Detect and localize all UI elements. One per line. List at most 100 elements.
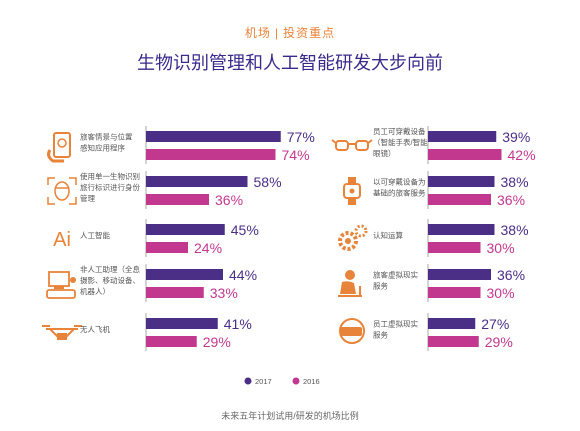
bar-2017 [428, 318, 476, 329]
value-label-2016: 36% [497, 192, 525, 208]
watch-dot [349, 188, 355, 194]
value-label-2016: 42% [508, 147, 536, 163]
smart-glasses-icon [331, 139, 373, 151]
bar-group: Ai 人工智能 45% 24% [53, 219, 259, 257]
phone-hand [47, 149, 64, 163]
section-header: 机场 | 投资重点 [0, 24, 580, 41]
bar-2016 [428, 336, 479, 347]
legend: 2017 2016 [244, 377, 320, 386]
value-label-2017: 45% [231, 222, 259, 238]
value-label-2017: 38% [501, 222, 529, 238]
drone-body [57, 333, 67, 340]
person-body [340, 281, 356, 294]
bar-group: 员工虚拟现实服务 27% 29% [339, 313, 513, 351]
value-label-2016: 30% [487, 285, 515, 301]
category-label: 认知运算 [373, 230, 403, 240]
bar-2017 [146, 176, 248, 187]
bar-group: 员工可穿戴设备（智能手表/智能眼镜） 39% 42% [331, 126, 536, 164]
drone-icon [42, 325, 82, 340]
category-label-line: 员工可穿戴设备 [373, 126, 426, 136]
header-divider: | [274, 26, 280, 40]
value-label-2016: 74% [282, 147, 310, 163]
category-label-line: 管理 [80, 193, 95, 203]
bar-2016 [146, 194, 209, 205]
value-label-2017: 27% [481, 316, 509, 332]
value-label-2017: 36% [497, 267, 525, 283]
value-label-2017: 38% [501, 174, 529, 190]
legend-swatch [244, 377, 252, 385]
value-label-2016: 29% [203, 334, 231, 350]
ai-icon: Ai [53, 229, 71, 251]
category-label-line: 摄影、移动设备、 [80, 275, 140, 285]
category-label-line: 眼镜） [373, 148, 396, 158]
bar-group: 使用单一生物识别旅行标识进行身份管理 58% 36% [47, 171, 282, 209]
bar-2017 [428, 176, 495, 187]
bar-2017 [428, 224, 495, 235]
bar-2016 [146, 242, 188, 253]
person-head [345, 270, 355, 280]
seat [338, 286, 362, 297]
vr-passenger-icon [338, 270, 362, 297]
category-label-line: 以可穿戴设备为 [373, 177, 426, 187]
value-label-2017: 58% [254, 174, 282, 190]
value-label-2017: 39% [502, 129, 530, 145]
legend-label: 2017 [255, 377, 272, 386]
value-label-2016: 30% [487, 240, 515, 256]
chart-title: 生物识别管理和人工智能研发大步向前 [137, 53, 443, 73]
bar-2016 [428, 149, 502, 160]
value-label-2017: 77% [287, 129, 315, 145]
category-label: 非人工助理（全息摄影、移动设备、机器人） [80, 264, 140, 296]
category-label-line: 认知运算 [373, 230, 403, 240]
robot-base [46, 289, 76, 299]
glasses-lens-left [335, 140, 349, 151]
bar-2017 [146, 131, 281, 142]
category-label: 人工智能 [80, 230, 110, 240]
value-label-2017: 44% [229, 267, 257, 283]
glasses-frame [331, 139, 373, 145]
value-label-2016: 29% [485, 334, 513, 350]
category-label-line: 无人飞机 [80, 324, 110, 334]
vr-headset-icon [339, 318, 365, 344]
category-label-line: 非人工助理（全息 [80, 264, 140, 274]
bar-group: 旅客情景与位置感知应用程序 77% 74% [47, 126, 315, 164]
face-scan-icon [47, 177, 77, 205]
bar-group: 无人飞机 41% 29% [42, 313, 252, 351]
bar-2017 [428, 131, 497, 142]
gears-icon [338, 224, 368, 251]
category-label-line: 感知应用程序 [80, 143, 125, 153]
smartwatch-icon [343, 177, 361, 205]
robot-screen [48, 271, 70, 287]
category-label-line: 使用单一生物识别 [80, 171, 140, 181]
robot-neck [54, 286, 64, 289]
gear-large [338, 231, 358, 251]
scan-corners [47, 177, 77, 205]
value-label-2017: 41% [224, 316, 252, 332]
header-right: 投资重点 [283, 26, 336, 40]
bar-group: 认知运算 38% 30% [338, 219, 529, 257]
bar-2016 [146, 287, 204, 298]
ai-glyph: Ai [53, 229, 71, 251]
category-label-line: 员工虚拟现实 [373, 319, 418, 329]
glasses-lens-right [355, 140, 369, 151]
face-outline [54, 181, 70, 201]
drone-arms [46, 328, 78, 338]
value-label-2016: 24% [194, 240, 222, 256]
phone-pin [57, 138, 67, 148]
gear-small [354, 224, 368, 238]
category-label-line: 服务 [373, 330, 388, 340]
phone-body [53, 132, 71, 158]
bar-2016 [428, 194, 491, 205]
legend-swatch [292, 377, 300, 385]
category-label-line: 旅行标识进行身份 [80, 182, 140, 192]
category-label: 员工虚拟现实服务 [373, 319, 418, 340]
bar-2017 [146, 269, 223, 280]
robot-bulb [70, 277, 76, 283]
value-label-2016: 36% [215, 192, 243, 208]
category-label-line: 服务 [373, 281, 388, 291]
category-label-line: 人工智能 [80, 230, 110, 240]
bar-2016 [146, 336, 197, 347]
bar-2017 [146, 224, 225, 235]
header-left: 机场 [244, 26, 271, 40]
bar-group: 旅客虚拟现实服务 36% 30% [338, 264, 525, 302]
